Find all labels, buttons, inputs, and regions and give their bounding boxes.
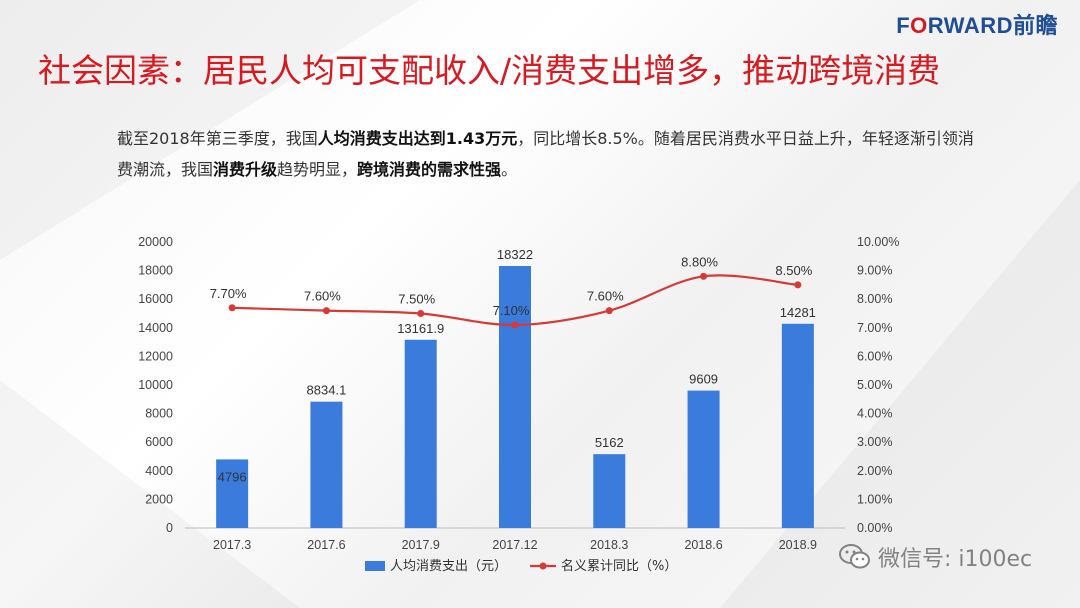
description-text: 截至2018年第三季度，我国人均消费支出达到1.43万元，同比增长8.5%。随着…	[117, 123, 987, 185]
bar-value-label: 18322	[497, 247, 533, 262]
bar-value-label: 4796	[218, 469, 247, 484]
line-point	[417, 310, 425, 317]
y-left-tick-label: 4000	[145, 464, 173, 478]
line-point	[228, 304, 236, 312]
y-right-tick-label: 5.00%	[857, 378, 892, 392]
x-tick-label: 2018.6	[684, 538, 722, 552]
bar	[310, 401, 343, 528]
y-right-tick-label: 0.00%	[857, 521, 892, 535]
line-value-label: 7.60%	[304, 289, 341, 304]
y-left-tick-label: 18000	[138, 264, 173, 278]
y-left-tick-label: 10000	[138, 378, 173, 392]
line-point	[794, 281, 802, 289]
bar-value-label: 5162	[595, 435, 624, 450]
legend-bar-label: 人均消费支出（元）	[390, 559, 507, 574]
desc-part: 趋势明显，	[277, 160, 358, 179]
bar	[499, 265, 531, 528]
x-tick-label: 2017.6	[307, 538, 345, 552]
line-point	[511, 321, 519, 329]
y-left-tick-label: 14000	[138, 321, 173, 335]
y-left-tick-label: 8000	[145, 407, 173, 421]
bar	[593, 454, 626, 528]
desc-bold: 人均消费支出达到1.43万元	[317, 129, 518, 148]
y-right-tick-label: 8.00%	[857, 292, 892, 306]
y-right-tick-label: 4.00%	[857, 407, 892, 421]
bar-value-label: 8834.1	[307, 383, 347, 398]
y-right-tick-label: 6.00%	[857, 349, 892, 363]
bar-value-label: 13161.9	[397, 321, 444, 336]
y-right-tick-label: 3.00%	[857, 435, 892, 449]
y-left-tick-label: 16000	[138, 292, 173, 306]
legend-line-label: 名义累计同比（%）	[561, 558, 677, 574]
wechat-id: 微信号: i100ec	[878, 547, 1033, 572]
bar	[781, 323, 814, 528]
desc-bold: 跨境消费的需求性强	[357, 160, 502, 179]
line-value-label: 7.70%	[210, 286, 247, 301]
wechat-icon	[839, 544, 870, 569]
line-value-label: 7.50%	[398, 292, 435, 307]
y-left-tick-label: 6000	[145, 435, 173, 449]
legend-line-marker	[539, 562, 547, 570]
line-point	[322, 307, 330, 315]
y-left-tick-label: 20000	[138, 235, 173, 249]
bar-value-label: 9609	[689, 372, 718, 387]
x-tick-label: 2017.3	[213, 538, 251, 552]
x-tick-label: 2017.12	[492, 538, 537, 552]
y-right-tick-label: 10.00%	[857, 235, 899, 249]
bar	[216, 459, 249, 528]
line-value-label: 8.50%	[775, 263, 812, 278]
y-left-tick-label: 2000	[145, 492, 173, 506]
bar	[687, 390, 720, 528]
bar	[404, 339, 437, 528]
y-left-tick-label: 0	[166, 521, 173, 535]
y-right-tick-label: 2.00%	[857, 464, 892, 478]
x-tick-label: 2018.3	[590, 538, 628, 552]
desc-part: 截至2018年第三季度，我国	[117, 129, 318, 148]
desc-bold: 消费升级	[213, 160, 278, 179]
line-value-label: 7.10%	[493, 303, 530, 318]
wechat-watermark: 微信号: i100ec	[838, 540, 1032, 574]
desc-part: 。	[501, 160, 518, 179]
bar-value-label: 14281	[780, 305, 816, 320]
line-point	[700, 272, 708, 280]
desc-part: ，同比增长8.5%。随着居民消费水平日益上升，年轻逐渐引领消费潮流，我国	[117, 129, 974, 179]
y-right-tick-label: 1.00%	[857, 492, 892, 506]
page-title: 社会因素：居民人均可支配收入/消费支出增多，推动跨境消费	[38, 51, 941, 90]
y-right-tick-label: 7.00%	[857, 321, 892, 335]
line-value-label: 7.60%	[587, 289, 624, 304]
legend-bar-swatch	[365, 561, 385, 571]
y-left-tick-label: 12000	[138, 349, 173, 363]
x-tick-label: 2018.9	[779, 538, 817, 552]
line-value-label: 8.80%	[681, 254, 718, 269]
x-tick-label: 2017.9	[402, 538, 440, 552]
line-point	[605, 307, 613, 315]
y-right-tick-label: 9.00%	[857, 264, 892, 278]
forward-logo: FORWARD前瞻	[896, 13, 1058, 38]
